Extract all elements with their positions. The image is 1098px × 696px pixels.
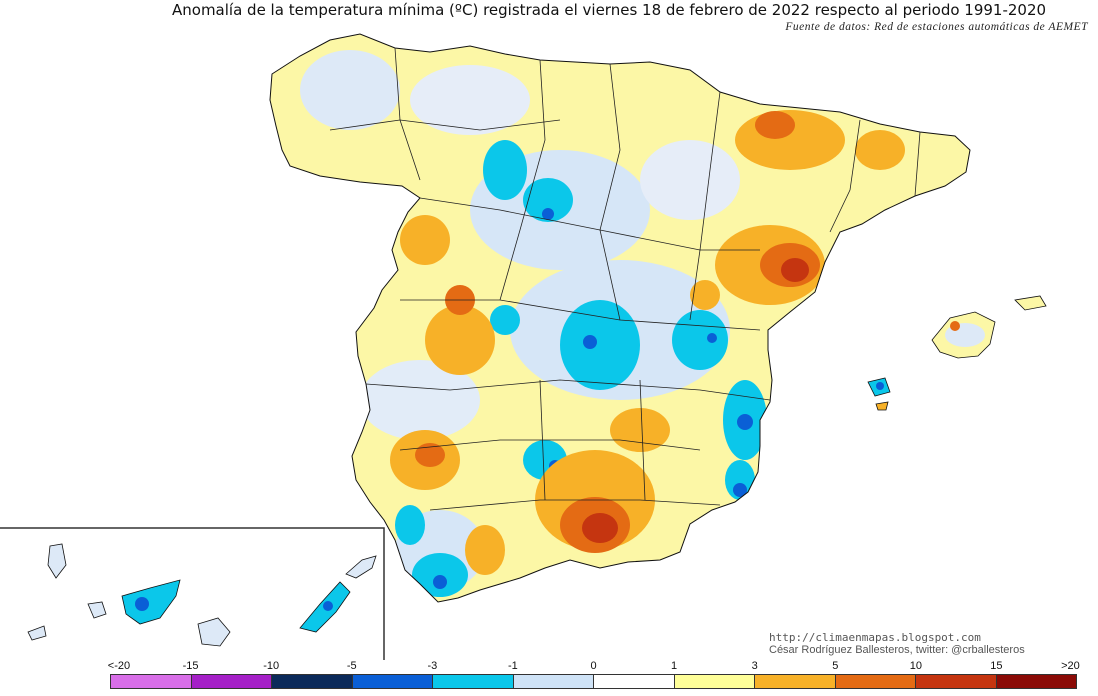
- anomaly-area-orange: [425, 305, 495, 375]
- anomaly-map: [0, 33, 1047, 660]
- anomaly-area-orange: [465, 525, 505, 575]
- map-title: Anomalía de la temperatura mínima (ºC) r…: [172, 1, 1047, 19]
- anomaly-core-blue: [135, 597, 149, 611]
- gran-canaria-island: [197, 617, 231, 647]
- anomaly-area-orange: [690, 280, 720, 310]
- tenerife-island: [121, 579, 181, 625]
- anomaly-area-red: [582, 513, 618, 543]
- legend-tick-label: 15: [990, 660, 1003, 672]
- province-boundaries: [329, 47, 921, 511]
- anomaly-area-dark-orange: [415, 443, 445, 467]
- anomaly-area-light-blue: [360, 360, 480, 440]
- legend-tick-label: 10: [909, 660, 922, 672]
- la-palma-island: [47, 543, 67, 579]
- legend-swatch: [755, 675, 836, 688]
- legend-tick-label: -15: [182, 660, 199, 672]
- anomaly-area-cyan: [672, 310, 728, 370]
- credit-author: César Rodríguez Ballesteros, twitter: @c…: [769, 644, 1025, 656]
- anomaly-area-light-blue: [300, 50, 400, 130]
- la-gomera-island: [87, 601, 107, 619]
- legend-swatch: [352, 675, 433, 688]
- legend-tick-label: -5: [346, 660, 357, 672]
- legend-tick-label: -3: [427, 660, 438, 672]
- anomaly-area-cyan: [483, 140, 527, 200]
- balearic-islands: [867, 295, 1047, 411]
- legend-tick-label: >20: [1061, 660, 1080, 672]
- legend-swatch: [513, 675, 594, 688]
- legend-swatch: [594, 675, 675, 688]
- anomaly-area-cyan: [395, 505, 425, 545]
- legend-tick-label: 0: [590, 660, 597, 672]
- anomaly-core-blue: [737, 414, 753, 430]
- anomaly-core-blue: [707, 333, 717, 343]
- anomaly-core-blue: [733, 483, 747, 497]
- color-legend: [110, 674, 1077, 689]
- formentera-island: [875, 401, 889, 411]
- anomaly-core-blue: [876, 382, 884, 390]
- legend-tick-label: 1: [671, 660, 678, 672]
- legend-tick-label: 5: [832, 660, 839, 672]
- anomaly-area-dark-orange: [755, 111, 795, 139]
- anomaly-core-blue: [323, 601, 333, 611]
- inset-border: [0, 527, 385, 660]
- anomaly-core-blue: [433, 575, 447, 589]
- peninsula: [269, 33, 971, 603]
- anomaly-area-light-blue: [410, 65, 530, 135]
- legend-swatch: [674, 675, 755, 688]
- legend-swatch: [916, 675, 997, 688]
- anomaly-area-cyan: [560, 300, 640, 390]
- legend-swatch: [191, 675, 272, 688]
- anomaly-area-light-blue: [640, 140, 740, 220]
- anomaly-area-cyan: [523, 178, 573, 222]
- legend-swatch: [272, 675, 353, 688]
- anomaly-area-orange: [855, 130, 905, 170]
- legend-ticks: <-20 -15 -10 -5 -3 -1 0 1 3 5 10 15 >20: [107, 660, 1080, 674]
- legend-swatch: [835, 675, 916, 688]
- menorca-island: [1014, 295, 1047, 311]
- legend-swatch: [996, 675, 1076, 688]
- anomaly-area-orange: [950, 321, 960, 331]
- anomaly-area-cyan: [725, 460, 755, 500]
- lanzarote-island: [345, 555, 377, 579]
- data-source: Fuente de datos: Red de estaciones autom…: [785, 21, 1088, 33]
- el-hierro-island: [27, 625, 47, 641]
- anomaly-area-red: [781, 258, 809, 282]
- legend-tick-label: <-20: [107, 660, 131, 672]
- legend-tick-label: -1: [508, 660, 518, 672]
- anomaly-area-cyan: [490, 305, 520, 335]
- anomaly-core-blue: [542, 208, 554, 220]
- legend-swatch: [433, 675, 514, 688]
- legend-swatch: [111, 675, 192, 688]
- anomaly-core-blue: [583, 335, 597, 349]
- credit-website: http://climaenmapas.blogspot.com: [769, 631, 981, 644]
- canary-islands-inset: [0, 527, 385, 660]
- anomaly-area-orange: [400, 215, 450, 265]
- legend-tick-label: -10: [263, 660, 280, 672]
- legend-tick-label: 3: [751, 660, 758, 672]
